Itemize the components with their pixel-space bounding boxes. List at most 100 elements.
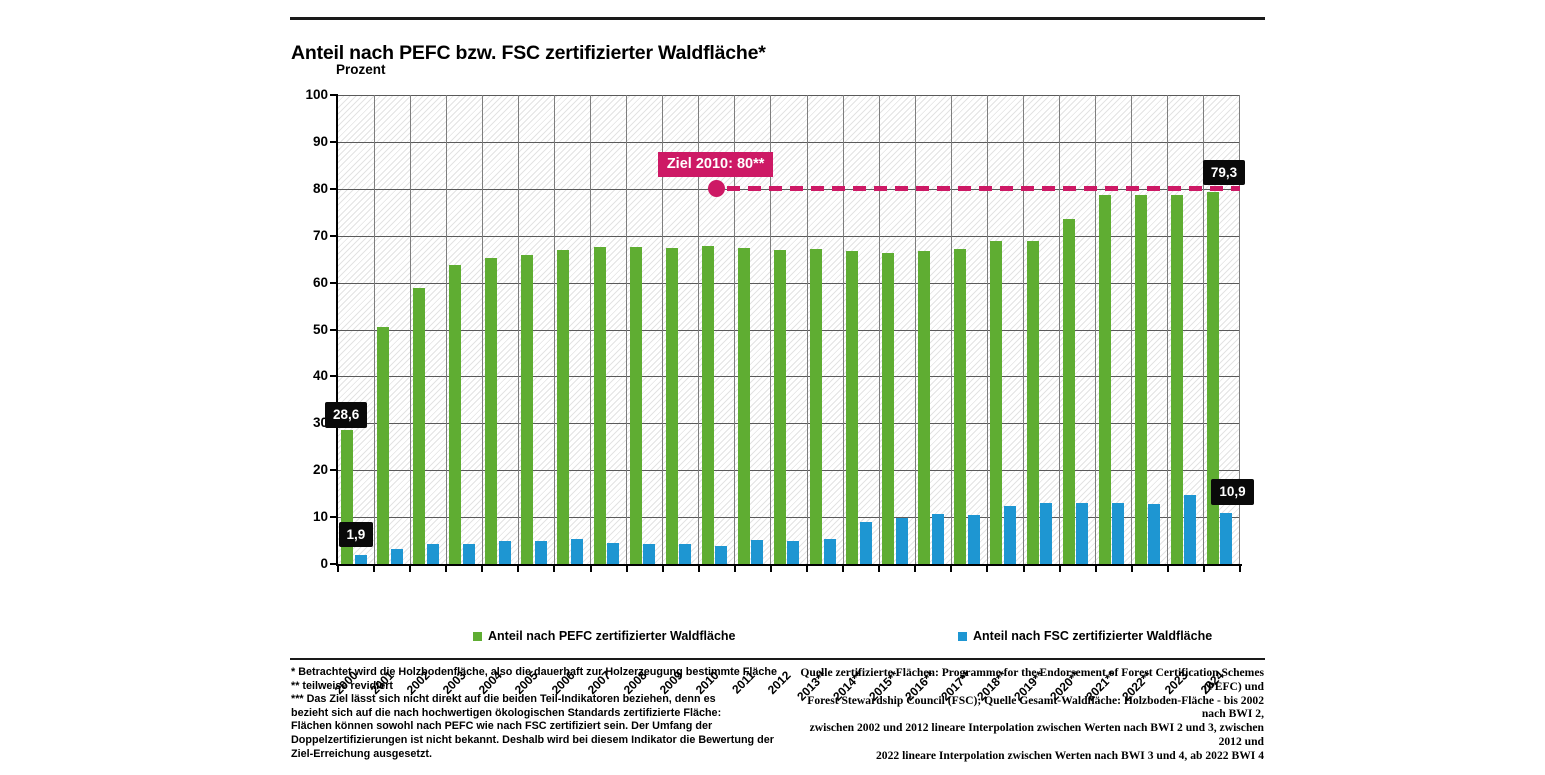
legend-label-pefc: Anteil nach PEFC zertifizierter Waldfläc… xyxy=(488,629,736,643)
bar-pefc-2014** xyxy=(846,251,859,564)
gridline-x-9 xyxy=(662,95,664,564)
gridline-x-21 xyxy=(1095,95,1097,564)
gridline-y-50 xyxy=(338,329,1240,331)
y-tick-50 xyxy=(330,328,338,331)
target-start-marker xyxy=(708,180,726,198)
bar-fsc-2008 xyxy=(643,544,656,564)
x-tick-10 xyxy=(697,566,700,572)
y-tick-0 xyxy=(330,563,338,565)
gridline-x-6 xyxy=(553,95,555,564)
bar-pefc-2023 xyxy=(1170,195,1183,564)
bar-pefc-2021** xyxy=(1098,195,1111,564)
footnote-left: * Betrachtet wird die Holzbodenfläche, a… xyxy=(291,666,791,761)
bar-fsc-2023 xyxy=(1184,495,1197,564)
y-tick-label-80: 80 xyxy=(312,180,328,196)
y-tick-10 xyxy=(330,516,338,519)
bar-fsc-2005 xyxy=(534,541,547,564)
bar-fsc-2004 xyxy=(498,541,511,564)
bar-pefc-2005 xyxy=(521,254,534,564)
bar-pefc-2024 xyxy=(1206,192,1219,564)
gridline-x-3 xyxy=(445,95,447,564)
footnote-source: Quelle zertifizierte Flächen: Programme … xyxy=(788,666,1264,763)
gridline-x-5 xyxy=(517,95,519,564)
callout-fsc-2000: 1,9 xyxy=(338,521,374,548)
y-tick-40 xyxy=(330,375,338,378)
gridline-x-17 xyxy=(950,95,952,564)
x-tick-7 xyxy=(589,566,592,572)
target-line xyxy=(726,186,1240,192)
bar-fsc-2015** xyxy=(895,518,908,564)
x-tick-5 xyxy=(517,566,520,572)
y-tick-80 xyxy=(330,187,338,190)
bar-fsc-2022** xyxy=(1148,503,1161,564)
x-tick-3 xyxy=(445,566,448,572)
x-tick-15 xyxy=(878,566,881,572)
x-tick-4 xyxy=(481,566,484,572)
y-tick-label-0: 0 xyxy=(320,556,328,571)
gridline-x-13 xyxy=(806,95,808,564)
footnote-left-line-3: *** Das Ziel lässt sich nicht direkt auf… xyxy=(291,693,716,706)
bar-pefc-2016** xyxy=(918,250,931,564)
footnote-left-line-6: Doppelzertifizierungen ist nicht bekannt… xyxy=(291,733,774,746)
gridline-x-1 xyxy=(373,95,375,564)
gridline-y-30 xyxy=(338,423,1240,425)
x-tick-1 xyxy=(373,566,376,572)
gridline-y-10 xyxy=(338,517,1240,519)
bar-fsc-2017** xyxy=(967,514,980,564)
bar-fsc-2010 xyxy=(715,545,728,564)
y-tick-label-40: 40 xyxy=(312,368,328,384)
gridline-y-20 xyxy=(338,470,1240,472)
fsc-color-swatch xyxy=(958,631,967,641)
gridline-x-4 xyxy=(481,95,483,564)
legend-label-fsc: Anteil nach FSC zertifizierter Waldfläch… xyxy=(973,629,1213,643)
bar-pefc-2018** xyxy=(990,241,1003,564)
gridline-x-19 xyxy=(1023,95,1025,564)
y-tick-20 xyxy=(330,469,338,472)
footnote-left-line-2: ** teilweise revidiert xyxy=(291,679,394,692)
y-tick-100 xyxy=(330,94,338,96)
gridline-x-8 xyxy=(626,95,628,564)
bar-fsc-2019** xyxy=(1040,502,1053,564)
legend: Anteil nach PEFC zertifizierter Waldfläc… xyxy=(0,628,1545,644)
gridline-x-24 xyxy=(1203,95,1205,564)
bar-pefc-2011 xyxy=(737,247,750,564)
bar-fsc-2009 xyxy=(679,543,692,564)
x-tick-20 xyxy=(1058,566,1061,572)
x-tick-0 xyxy=(337,566,339,572)
footnote-left-line-4: bezieht sich auf die nach hochwertigen ö… xyxy=(291,706,722,719)
bar-fsc-2012 xyxy=(787,541,800,564)
callout-pefc-2024: 79,3 xyxy=(1202,159,1246,186)
footnote-left-line-7: Ziel-Erreichung ausgesetzt. xyxy=(291,747,432,760)
bar-pefc-2017** xyxy=(954,248,967,564)
gridline-x-12 xyxy=(770,95,772,564)
y-tick-label-20: 20 xyxy=(312,462,328,478)
gridline-x-2 xyxy=(409,95,411,564)
bar-pefc-2019** xyxy=(1026,240,1039,564)
y-tick-label-50: 50 xyxy=(312,321,328,337)
bar-fsc-2007 xyxy=(607,542,620,564)
y-tick-label-60: 60 xyxy=(312,274,328,290)
gridline-x-14 xyxy=(842,95,844,564)
x-tick-2 xyxy=(409,566,412,572)
bar-pefc-2001 xyxy=(377,326,390,564)
gridline-y-90 xyxy=(338,141,1240,143)
x-tick-12 xyxy=(769,566,772,572)
y-tick-60 xyxy=(330,281,338,284)
bar-pefc-2007 xyxy=(593,246,606,564)
bar-pefc-2010 xyxy=(701,246,714,564)
gridline-x-10 xyxy=(698,95,700,564)
gridline-x-25 xyxy=(1239,95,1240,564)
bar-fsc-2014** xyxy=(859,522,872,564)
target-label: Ziel 2010: 80** xyxy=(657,152,774,177)
bar-fsc-2013** xyxy=(823,539,836,564)
y-axis-unit-label: Prozent xyxy=(336,62,386,77)
bar-fsc-2011 xyxy=(751,540,764,564)
x-tick-13 xyxy=(806,566,809,572)
bar-fsc-2024 xyxy=(1220,512,1233,564)
bar-pefc-2008 xyxy=(629,247,642,564)
bar-pefc-2002 xyxy=(413,287,426,564)
footnote-left-line-1: * Betrachtet wird die Holzbodenfläche, a… xyxy=(291,666,777,678)
gridline-x-7 xyxy=(590,95,592,564)
legend-item-fsc: Anteil nach FSC zertifizierter Waldfläch… xyxy=(958,629,1212,643)
y-axis-line xyxy=(336,95,338,566)
